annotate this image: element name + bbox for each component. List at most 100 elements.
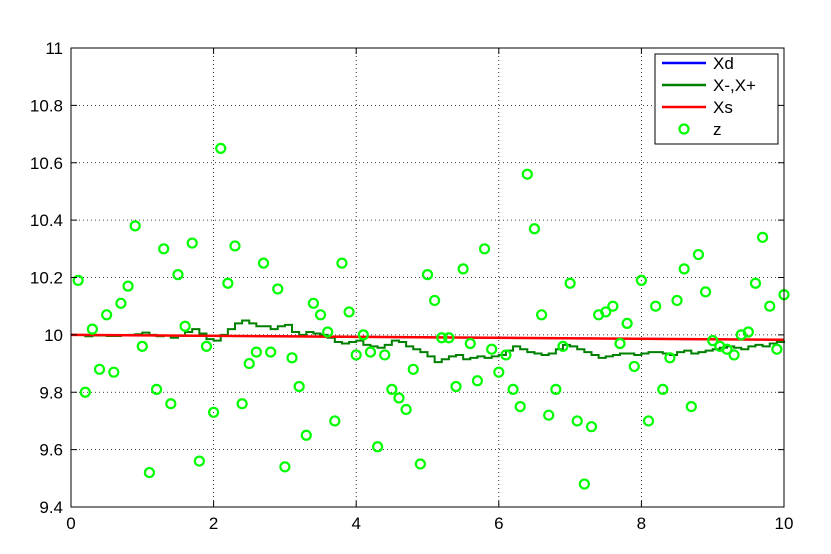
legend-label: X-,X+ (713, 76, 756, 95)
scatter-point-z (664, 352, 676, 364)
scatter-point-z (336, 257, 348, 269)
series-line-xs (70, 333, 785, 342)
scatter-point-z (429, 294, 441, 307)
scatter-point-z (564, 277, 576, 289)
scatter-point-z (607, 300, 619, 312)
legend-marker-z (678, 123, 690, 135)
grid (71, 48, 784, 507)
scatter-point-z (257, 257, 270, 269)
scatter-point-z (371, 441, 384, 453)
scatter-point-z (108, 366, 120, 378)
scatter-point-z (293, 380, 305, 393)
scatter-point-z (314, 309, 327, 321)
scatter-point-z (400, 403, 412, 416)
scatter-point-z (101, 309, 113, 321)
scatter-point-z (436, 332, 448, 344)
scatter-point-z (414, 458, 426, 470)
x-tick-label: 8 (637, 514, 646, 533)
y-tick-label: 10 (44, 326, 63, 345)
scatter-point-z (699, 286, 712, 298)
scatter-point-z (222, 277, 234, 289)
scatter-point-z (642, 415, 655, 427)
scatter-point-z (300, 429, 312, 441)
scatter-point-z (585, 421, 598, 433)
scatter-point-z (507, 383, 519, 395)
scatter-point-z (500, 349, 512, 361)
scatter-point-z (450, 380, 462, 393)
scatter-point-z (343, 306, 355, 318)
scatter-point-z (286, 352, 298, 364)
legend-label: z (713, 120, 722, 139)
scatter-point-z (364, 346, 377, 358)
scatter-point-z (543, 409, 555, 421)
x-tick-label: 10 (775, 514, 794, 533)
scatter-point-z (407, 363, 419, 375)
scatter-point-z (72, 274, 84, 286)
scatter-point-z (571, 415, 583, 427)
scatter-point-z (86, 323, 98, 335)
scatter-point-z (692, 248, 705, 261)
scatter-point-z (614, 337, 626, 350)
y-tick-label: 10.4 (30, 211, 63, 230)
scatter-point-z (550, 383, 562, 395)
axis-ticks: 0 2 4 6 8 10 9.4 9.6 9.8 10 10.2 10.4 10.6 10.8 11 (30, 39, 794, 533)
scatter-point-z (79, 386, 91, 398)
scatter-point-z (272, 283, 284, 295)
scatter-point-z (279, 461, 291, 473)
scatter-point-z (493, 366, 505, 378)
scatter-point-z (728, 349, 740, 361)
scatter-point-z (186, 237, 198, 249)
scatter-point-z (93, 363, 106, 375)
scatter-point-z (742, 326, 754, 338)
scatter-point-z (193, 455, 205, 467)
scatter-point-z (386, 383, 398, 395)
scatter-point-z (143, 466, 156, 479)
scatter-point-z (757, 231, 769, 243)
scatter-point-z (250, 346, 262, 358)
scatter-point-z (172, 269, 184, 281)
scatter-point-z (657, 383, 669, 395)
scatter-point-z (115, 297, 127, 309)
scatter-point-z (578, 478, 590, 490)
scatter-point-z (357, 329, 369, 341)
scatter-point-z (535, 309, 548, 321)
scatter-point-z (165, 398, 177, 410)
scatter-point-z (208, 406, 220, 418)
scatter-point-z (600, 306, 612, 318)
y-tick-label: 11 (45, 39, 63, 58)
y-tick-label: 9.8 (39, 383, 63, 402)
scatter-point-z (650, 300, 662, 312)
scatter-point-z (621, 317, 633, 329)
y-tick-label: 10.8 (30, 96, 63, 115)
scatter-point-z (521, 168, 533, 180)
y-tick-label: 10.6 (30, 154, 63, 173)
scatter-point-z (350, 349, 362, 361)
scatter-point-z (393, 392, 405, 404)
x-tick-label: 6 (494, 514, 503, 533)
scatter-point-z (471, 375, 484, 387)
scatter-point-z (329, 415, 341, 427)
scatter-point-z (215, 142, 227, 155)
scatter-point-z (443, 332, 455, 344)
scatter-point-z (322, 326, 334, 338)
scatter-point-z (764, 300, 776, 312)
scatter-point-z (478, 243, 491, 255)
scatter-point-z (721, 343, 733, 355)
scatter-point-z (129, 220, 141, 232)
x-tick-label: 4 (351, 514, 360, 533)
scatter-point-z (678, 263, 690, 275)
scatter-point-z (557, 340, 569, 352)
scatter-point-z (236, 398, 248, 410)
scatter-point-z (464, 337, 476, 350)
x-tick-label: 0 (66, 514, 75, 533)
scatter-point-z (150, 383, 163, 395)
x-tick-label: 2 (209, 514, 218, 533)
scatter-point-z (771, 343, 783, 355)
series-step-x-minus-x-plus (71, 319, 785, 364)
scatter-point-z (379, 349, 391, 361)
scatter-point-z (158, 243, 170, 255)
y-tick-label: 9.4 (39, 498, 63, 517)
scatter-point-z (528, 223, 541, 235)
scatter-point-z (136, 340, 148, 352)
scatter-point-z (685, 400, 697, 413)
